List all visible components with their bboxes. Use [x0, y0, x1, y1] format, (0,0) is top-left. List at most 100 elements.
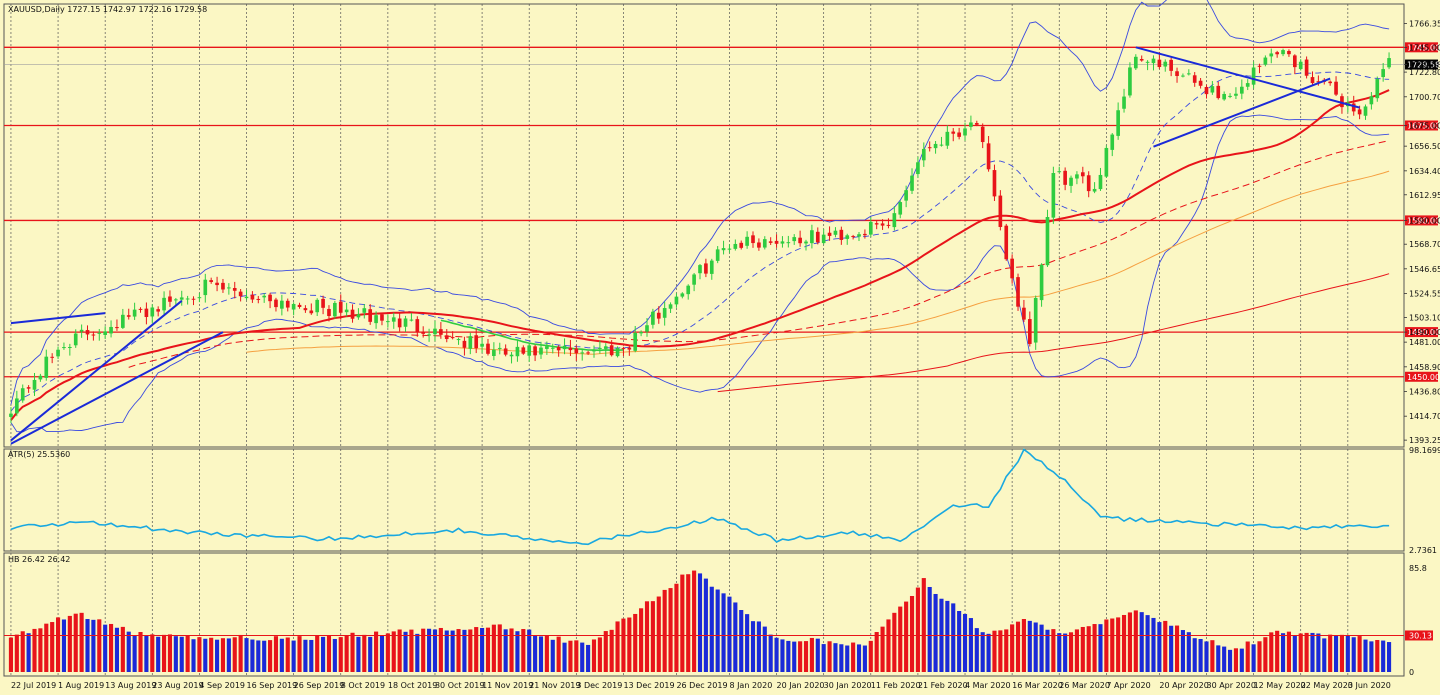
hb-bar-0 — [8, 637, 14, 672]
hb-bar-51 — [309, 639, 314, 672]
candle-175 — [1039, 263, 1044, 307]
candle-body — [215, 282, 219, 286]
hb-bar-45 — [273, 636, 279, 672]
candle-182 — [1080, 166, 1085, 184]
candle-body — [686, 285, 691, 295]
hb-bar-46 — [279, 638, 284, 672]
hb-bar-169 — [1004, 629, 1009, 672]
candle-195 — [1157, 51, 1162, 69]
candle-body — [309, 310, 314, 314]
hb-bar-32 — [197, 637, 202, 672]
hb-bar-219 — [1298, 633, 1303, 672]
hb-bar-192 — [1139, 612, 1144, 672]
candle-body — [386, 321, 390, 323]
ma-160 — [717, 273, 1390, 393]
candle-body — [957, 132, 961, 137]
hb-bar-76 — [456, 629, 461, 672]
hb-bar-101 — [603, 631, 608, 672]
hb-bar-95 — [568, 640, 573, 672]
candle-body — [203, 279, 208, 296]
candle-body — [603, 346, 608, 349]
candle-body — [462, 340, 467, 348]
candle-body — [1086, 175, 1091, 192]
hb-bar-198 — [1174, 625, 1180, 672]
candle-body — [1069, 177, 1073, 186]
candle-body — [315, 299, 320, 313]
candle-body — [1369, 96, 1374, 105]
candle-62 — [374, 311, 378, 329]
hb-bar-22 — [138, 632, 143, 672]
candle-4 — [32, 372, 37, 396]
candle-body — [1133, 56, 1138, 69]
level-tag-text-1: 1675.00 — [1407, 121, 1440, 130]
symbol-header: XAUUSD,Daily 1727.15 1742.97 1722.16 172… — [8, 5, 207, 14]
candle-81 — [486, 338, 490, 356]
candle-174 — [1033, 295, 1038, 350]
atr-line — [10, 448, 1390, 546]
candle-200 — [1186, 69, 1191, 76]
candle-1 — [15, 390, 19, 417]
candle-112 — [668, 302, 673, 314]
hb-bar-5 — [38, 628, 43, 672]
candle-80 — [480, 337, 484, 353]
candle-194 — [1151, 55, 1156, 71]
hb-bar-155 — [921, 578, 926, 672]
hb-bar-59 — [356, 636, 361, 672]
level-tag-text-2: 1590.00 — [1407, 216, 1440, 225]
candle-body — [568, 347, 573, 351]
hb-bar-126 — [750, 621, 756, 672]
candle-61 — [368, 304, 373, 325]
candle-66 — [397, 312, 402, 332]
candle-99 — [592, 345, 596, 358]
candle-body — [527, 345, 532, 356]
time-tick-2: 13 Aug 2019 — [105, 681, 156, 690]
candle-body — [32, 379, 37, 390]
hb-bar-202 — [1198, 638, 1203, 672]
hb-bar-128 — [762, 626, 767, 672]
candle-98 — [586, 350, 590, 355]
candle-125 — [745, 231, 749, 249]
atr-grid — [10, 449, 1349, 551]
price-tick-16: 1458.90 — [1409, 363, 1440, 372]
hb-bar-131 — [780, 639, 785, 672]
candle-233 — [1381, 63, 1385, 82]
candle-157 — [933, 141, 938, 154]
candle-body — [545, 346, 549, 349]
hb-bar-180 — [1068, 632, 1074, 672]
atr-pane-frame — [3, 448, 1405, 552]
hb-bar-31 — [191, 639, 196, 672]
price-tick-12: 1524.55 — [1409, 290, 1440, 299]
hb-bar-61 — [368, 636, 373, 672]
candle-body — [1033, 297, 1038, 343]
bollinger-lower — [10, 114, 1390, 433]
ma-50 — [10, 89, 1390, 421]
time-tick-0: 22 Jul 2019 — [11, 681, 56, 690]
hb-bar-89 — [533, 635, 538, 672]
candle-18 — [115, 319, 119, 331]
hb-bar-166 — [986, 633, 991, 672]
hb-bar-69 — [415, 633, 420, 672]
price-tick-2: 1729.58 — [1409, 61, 1440, 70]
hb-bar-159 — [945, 600, 950, 672]
candle-143 — [851, 234, 855, 240]
hb-bar-107 — [639, 608, 644, 672]
candle-body — [227, 287, 231, 289]
candle-213 — [1263, 55, 1268, 67]
candle-121 — [721, 240, 726, 255]
candle-197 — [1169, 57, 1173, 77]
hb-bar-113 — [674, 583, 679, 672]
candle-body — [1363, 106, 1368, 116]
candle-65 — [391, 312, 396, 329]
candle-208 — [1234, 87, 1238, 100]
candle-body — [1192, 75, 1197, 83]
candle-8 — [56, 346, 60, 360]
candle-body — [368, 309, 373, 322]
candle-body — [1151, 58, 1156, 64]
hb-bar-197 — [1169, 625, 1174, 672]
candle-129 — [768, 237, 773, 245]
candle-156 — [927, 141, 932, 152]
hb-bar-175 — [1039, 624, 1044, 672]
candle-body — [910, 175, 914, 191]
candle-body — [921, 148, 926, 161]
candle-24 — [150, 304, 155, 324]
